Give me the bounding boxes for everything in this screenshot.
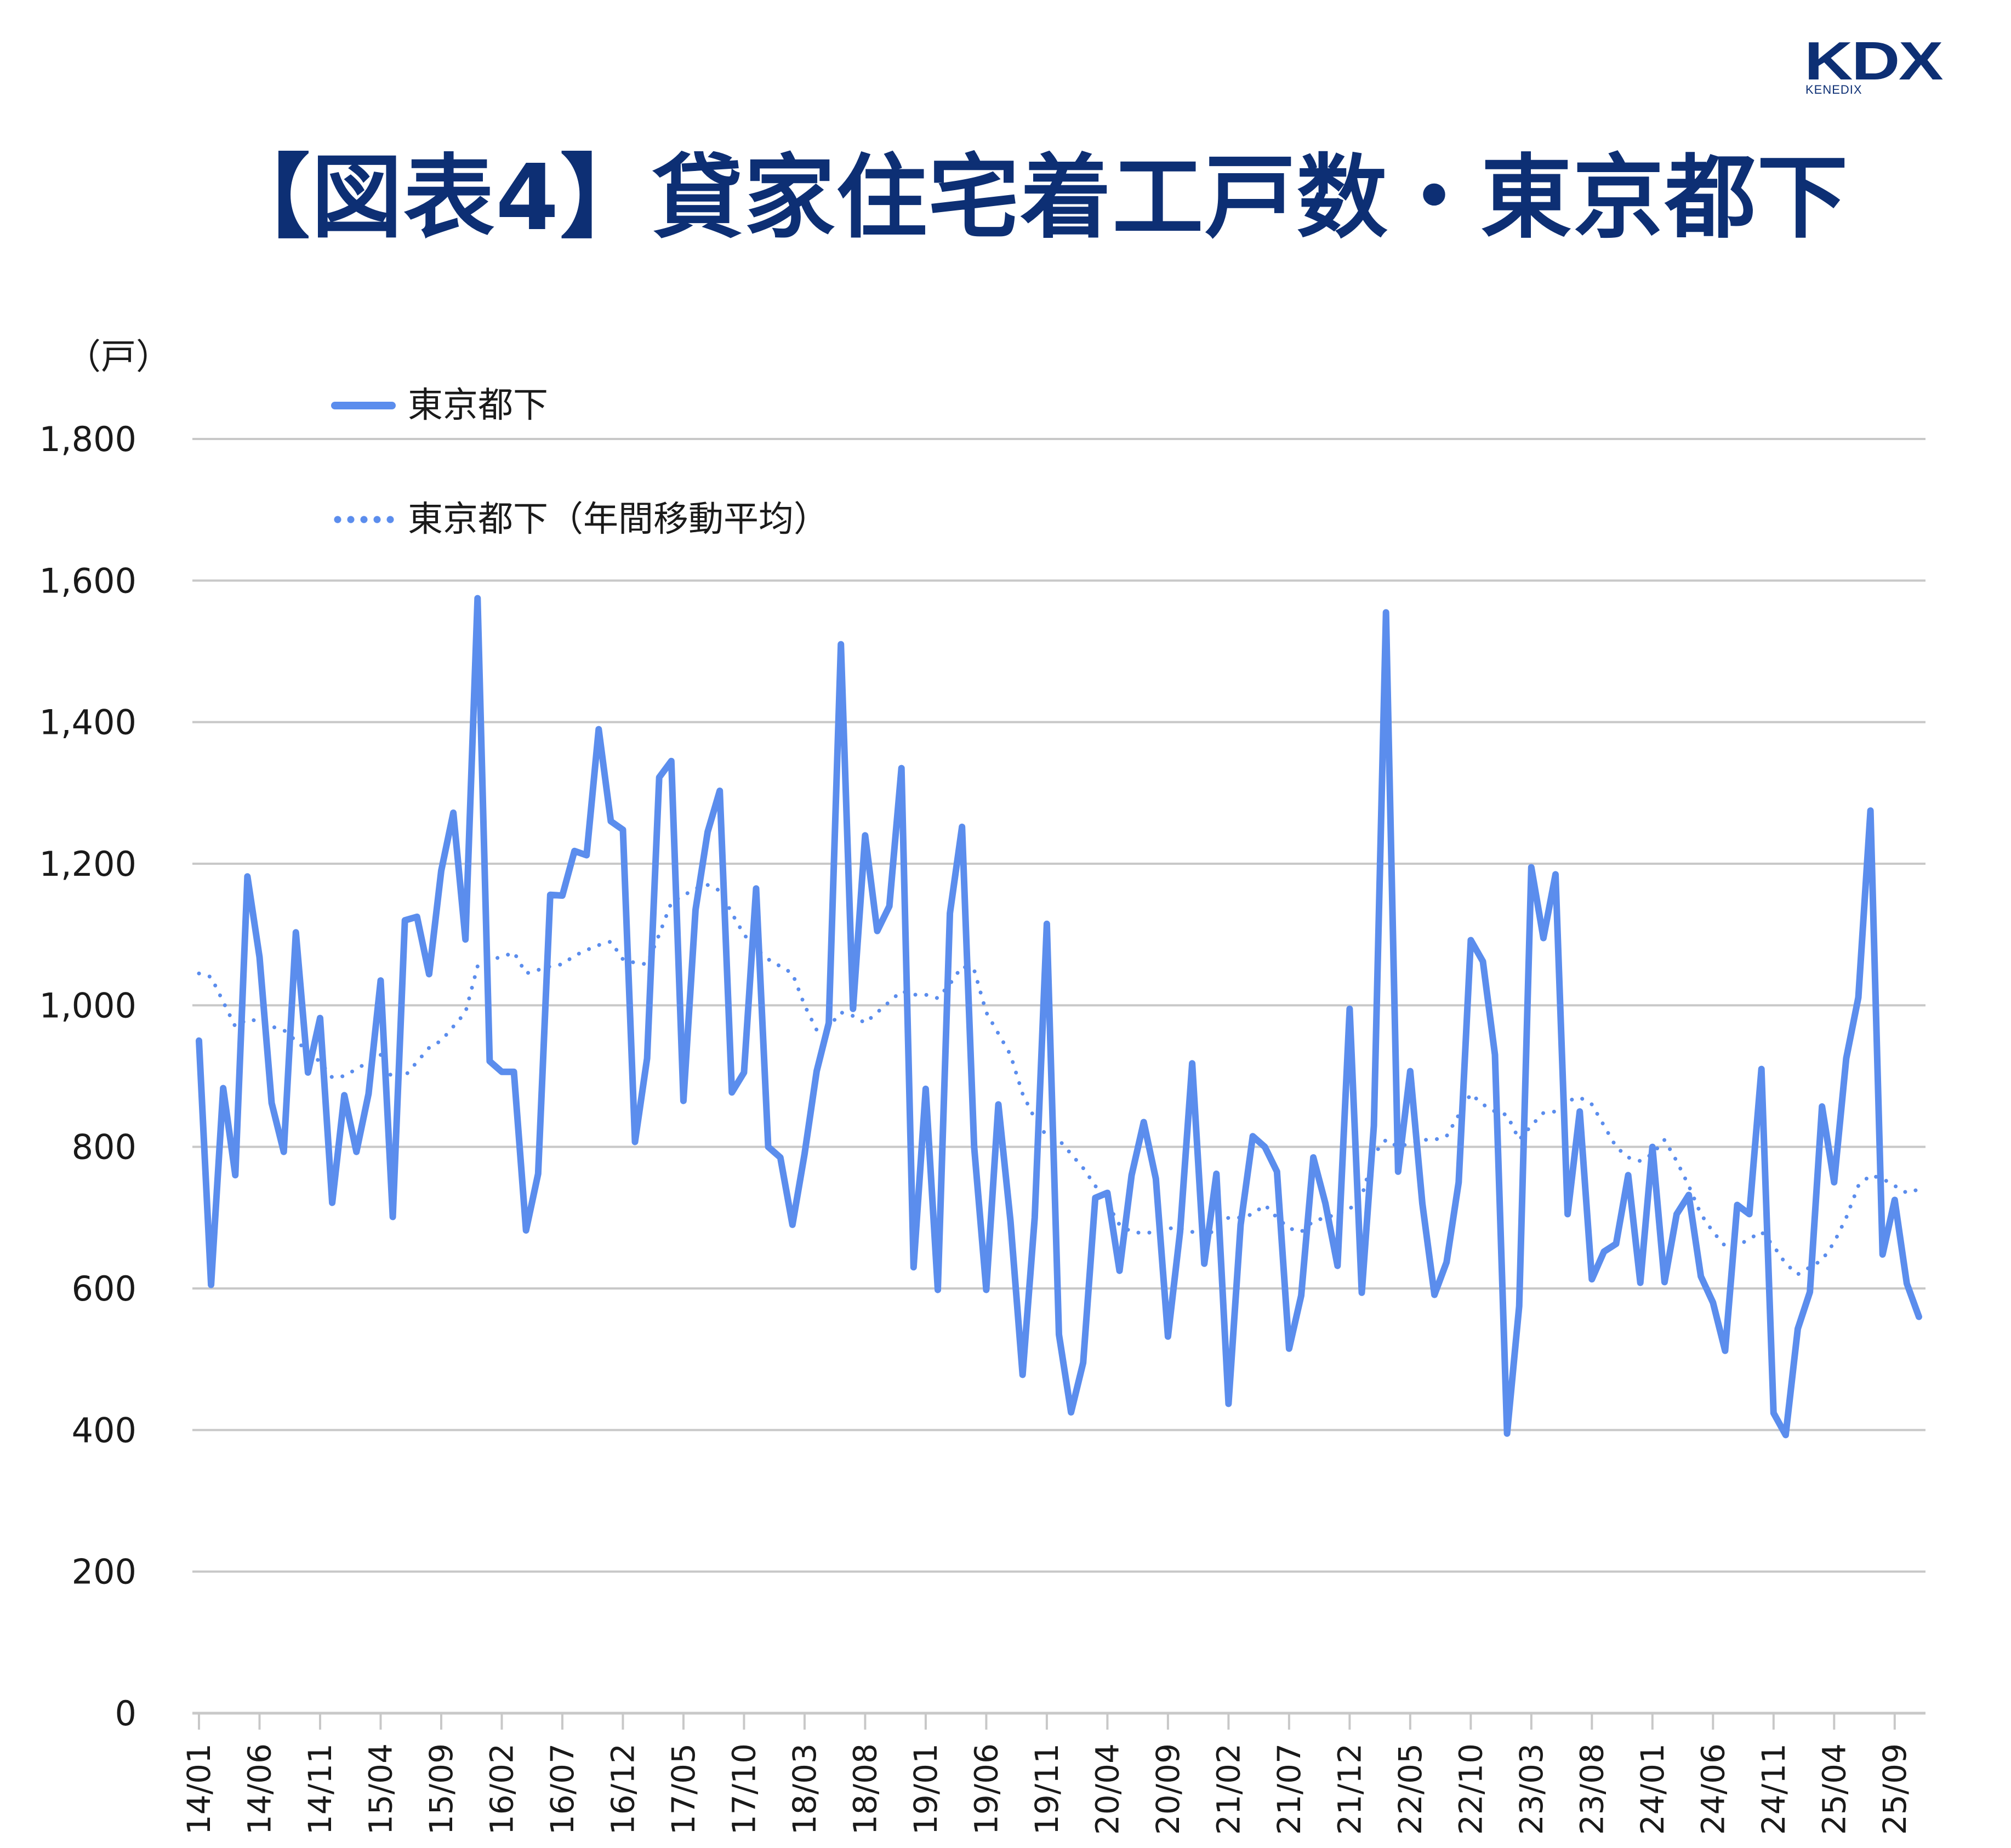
x-tick-label: 15/09 — [423, 1743, 460, 1835]
x-axis-tick-labels: 14/01 14/06 14/11 15/04 15/09 16/02 16/07 16/12… — [180, 1743, 1913, 1835]
y-axis-unit-label: （戸） — [66, 337, 171, 378]
x-tick-label: 24/01 — [1634, 1743, 1671, 1835]
x-tick-label: 15/04 — [362, 1743, 399, 1835]
y-axis-tick-labels: 0 200 400 600 800 1,000 1,200 1,400 1,600 1,800 — [39, 419, 137, 1733]
legend-item-solid: 東京都下 — [331, 384, 548, 427]
tokyo-suburbs-line — [196, 595, 1922, 1439]
x-tick-label: 25/04 — [1815, 1743, 1853, 1835]
y-tick-label: 1,200 — [39, 844, 137, 884]
x-tick-label: 14/06 — [241, 1743, 278, 1835]
legend-item-dotted: 東京都下（年間移動平均） — [331, 498, 829, 541]
x-tick-label: 17/05 — [665, 1743, 702, 1835]
x-tick-label: 20/09 — [1149, 1743, 1187, 1835]
logo-kenedix-text: KENEDIX — [1805, 83, 1862, 96]
legend-dotted-line-icon — [331, 516, 396, 523]
x-tick-label: 21/12 — [1331, 1743, 1368, 1835]
x-tick-label: 14/01 — [180, 1743, 218, 1835]
x-tick-label: 18/03 — [786, 1743, 823, 1835]
x-tick-label: 22/10 — [1452, 1743, 1489, 1835]
x-tick-label: 24/06 — [1694, 1743, 1731, 1835]
x-tick-label: 23/08 — [1573, 1743, 1610, 1835]
y-tick-label: 400 — [72, 1410, 136, 1450]
x-tick-label: 19/11 — [1028, 1743, 1066, 1835]
x-tick-label: 23/03 — [1513, 1743, 1550, 1835]
x-tick-label: 17/10 — [725, 1743, 762, 1835]
x-tick-label: 19/06 — [967, 1743, 1005, 1835]
legend-label-dotted: 東京都下（年間移動平均） — [408, 499, 829, 540]
x-tick-label: 18/08 — [846, 1743, 884, 1835]
y-tick-label: 0 — [115, 1693, 136, 1733]
x-tick-label: 20/04 — [1089, 1743, 1126, 1835]
x-tick-label: 16/02 — [483, 1743, 520, 1835]
x-axis — [198, 1713, 1896, 1730]
logo-kdx-text: KDX — [1804, 31, 1944, 91]
y-tick-label: 1,600 — [39, 561, 137, 601]
x-tick-label: 24/11 — [1755, 1743, 1792, 1835]
y-tick-label: 1,400 — [39, 703, 137, 743]
kenedix-logo: KDX KENEDIX — [1804, 34, 1944, 96]
page-title: 【図表4】貸家住宅着工戸数・東京都下 — [219, 145, 1849, 251]
legend-label-solid: 東京都下 — [408, 385, 548, 426]
y-tick-label: 1,000 — [39, 985, 137, 1025]
x-tick-label: 16/12 — [604, 1743, 641, 1835]
y-tick-label: 800 — [72, 1127, 136, 1167]
legend-solid-line-icon — [331, 402, 396, 409]
x-tick-label: 16/07 — [544, 1743, 581, 1835]
x-tick-label: 14/11 — [301, 1743, 339, 1835]
y-tick-label: 600 — [72, 1269, 136, 1309]
x-tick-label: 21/07 — [1271, 1743, 1308, 1835]
y-tick-label: 1,800 — [39, 419, 137, 459]
x-tick-label: 22/05 — [1392, 1743, 1429, 1835]
x-tick-label: 25/09 — [1876, 1743, 1913, 1835]
gridlines — [192, 438, 1925, 1715]
y-tick-label: 200 — [72, 1552, 136, 1592]
x-tick-label: 21/02 — [1210, 1743, 1247, 1835]
x-tick-label: 19/01 — [907, 1743, 944, 1835]
